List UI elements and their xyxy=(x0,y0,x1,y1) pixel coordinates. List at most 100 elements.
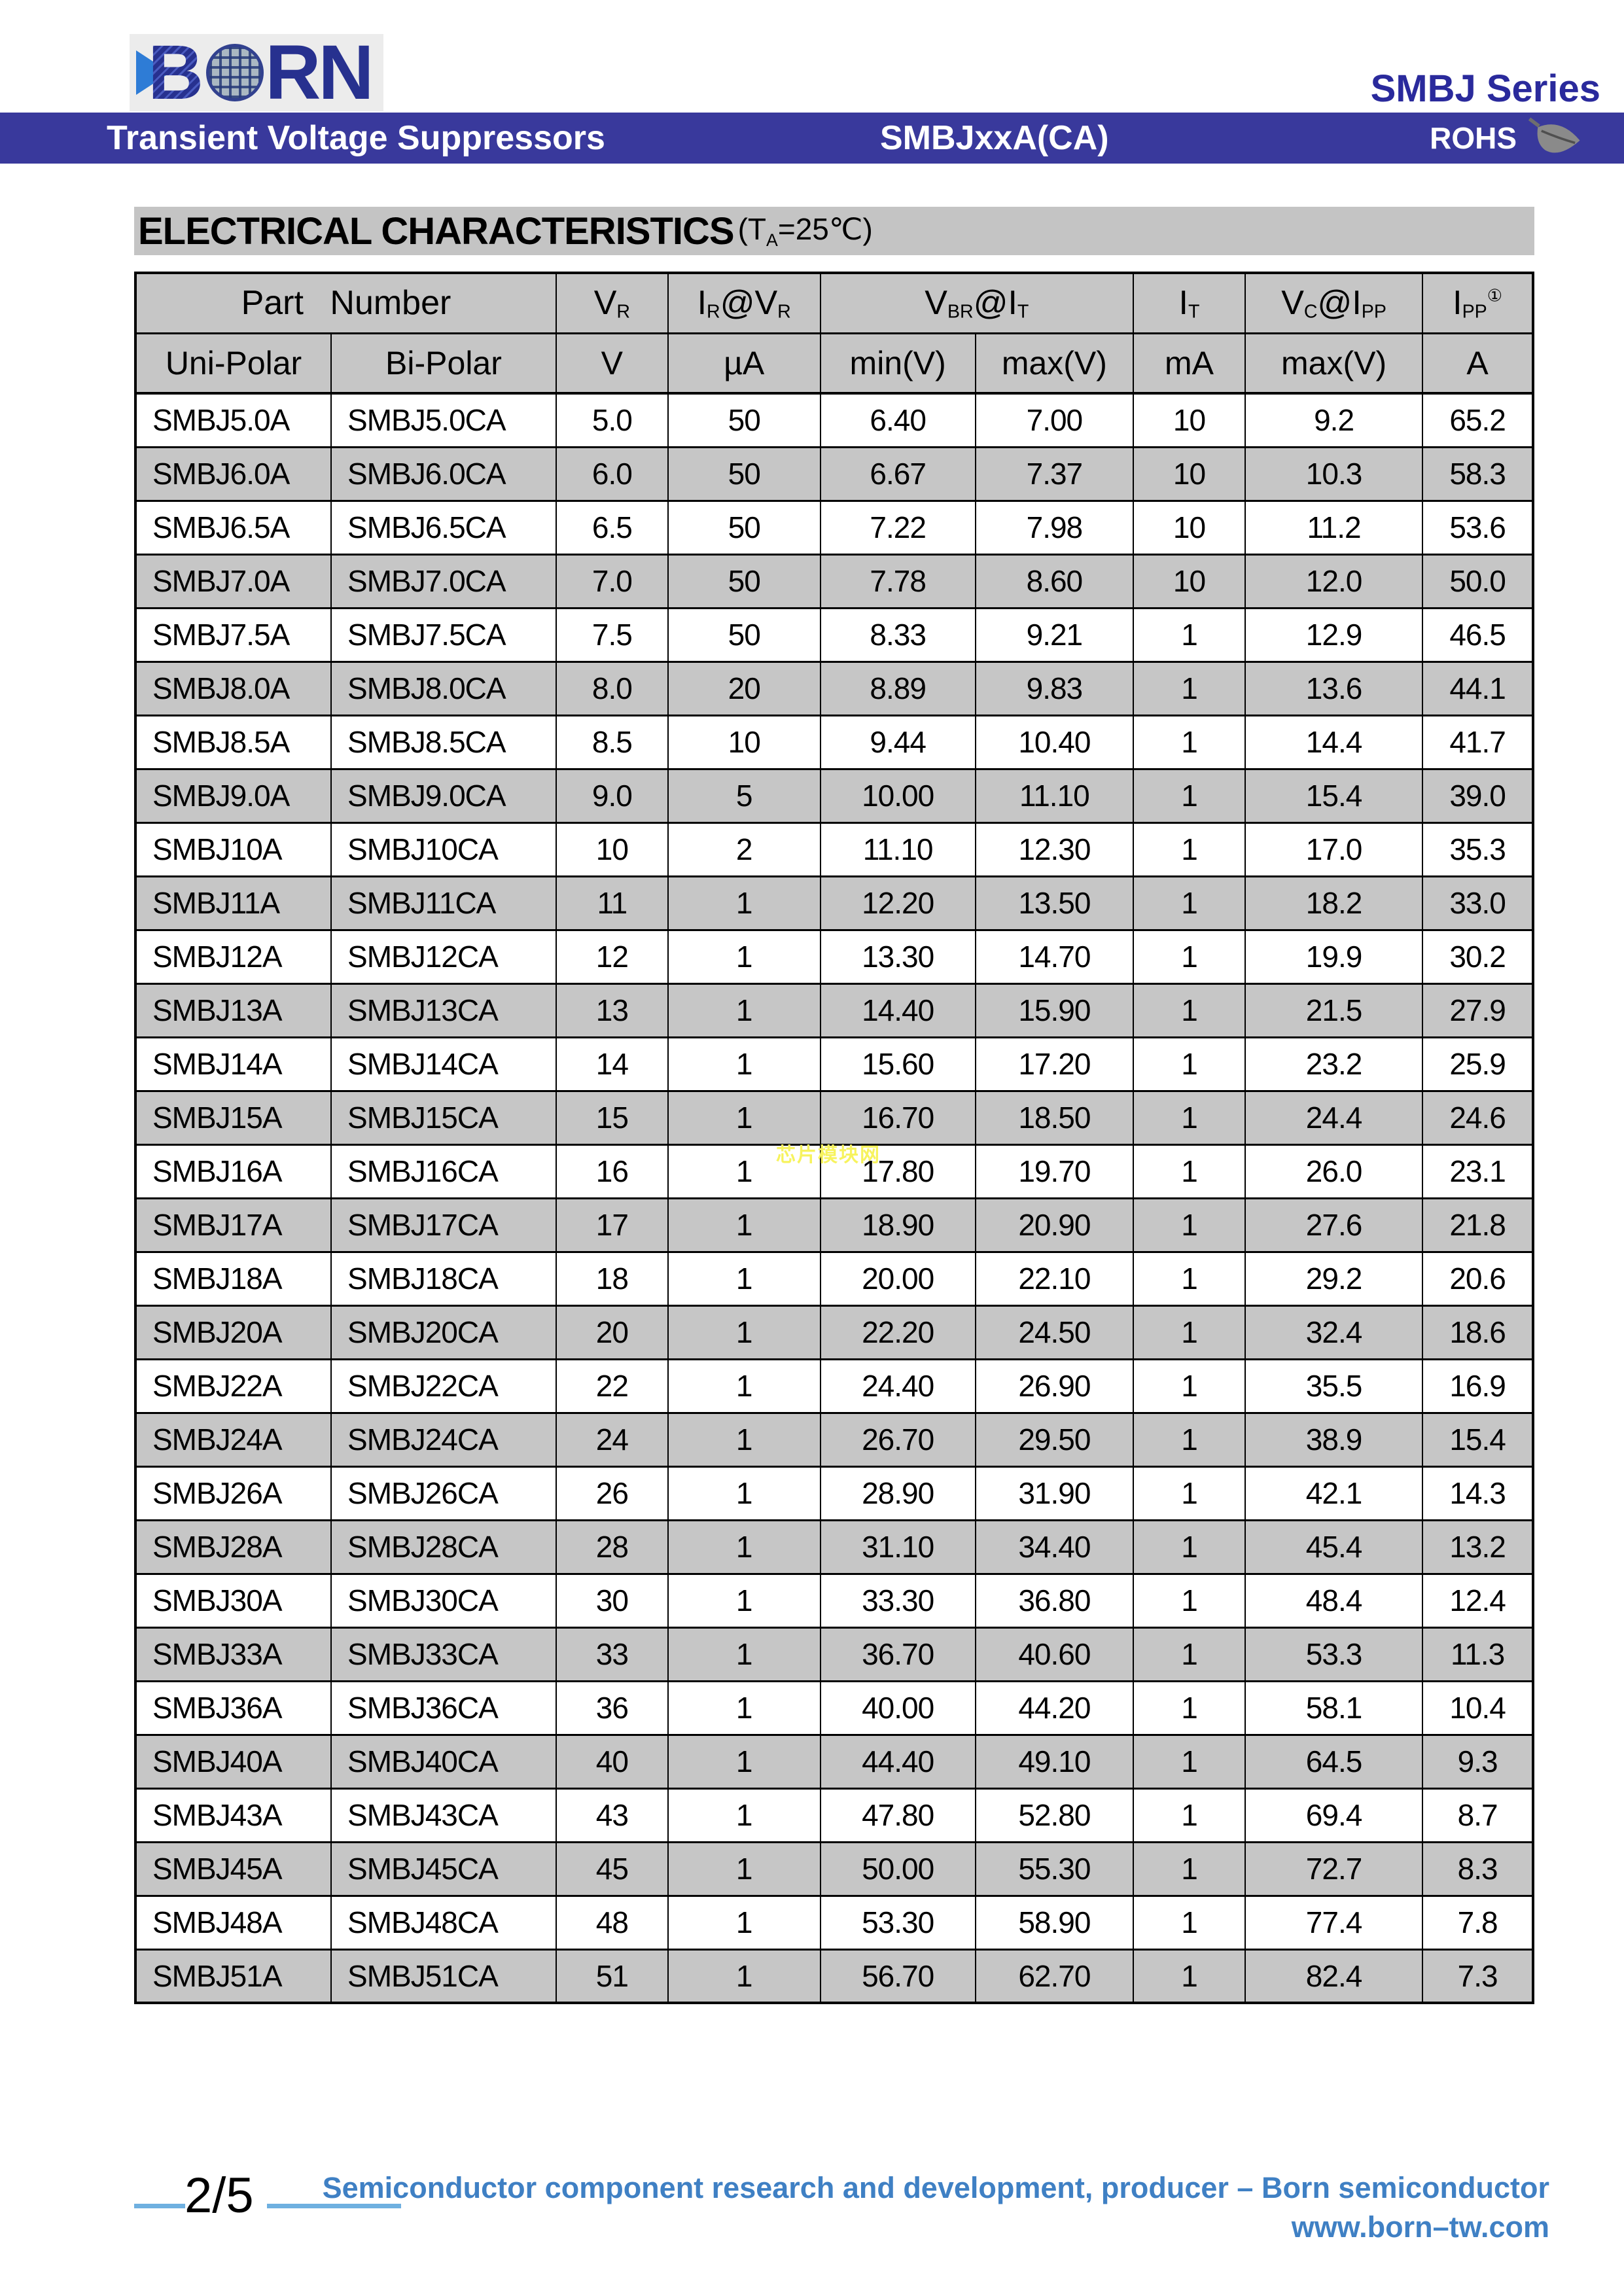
bi-polar-cell: SMBJ6.0CA xyxy=(330,446,557,502)
watermark-text: 芯片模块网 xyxy=(776,1144,881,1166)
value-cell: 50.0 xyxy=(1422,553,1534,609)
value-cell: 11.10 xyxy=(974,768,1135,824)
value-cell: 16.70 xyxy=(819,1089,976,1146)
value-cell: 58.90 xyxy=(974,1894,1135,1951)
uni-polar-cell: SMBJ45A xyxy=(134,1841,332,1897)
value-cell: 1 xyxy=(667,1680,821,1736)
table-row: SMBJ6.0A SMBJ6.0CA 6.0 50 6.67 7.37 10 10.3 58.3 xyxy=(134,446,1534,502)
column-header: Part Number xyxy=(135,272,557,334)
value-cell: 33 xyxy=(555,1626,669,1682)
value-cell: 20 xyxy=(667,660,821,716)
value-cell: 9.83 xyxy=(974,660,1135,716)
value-cell: 1 xyxy=(1133,714,1246,770)
bi-polar-cell: SMBJ7.5CA xyxy=(330,607,557,663)
value-cell: 16.9 xyxy=(1422,1358,1534,1414)
value-cell: 36.70 xyxy=(819,1626,976,1682)
value-cell: 33.30 xyxy=(819,1572,976,1629)
value-cell: 14 xyxy=(555,1036,669,1092)
table-row: SMBJ40A SMBJ40CA 40 1 44.40 49.10 1 64.5 9.3 xyxy=(134,1733,1534,1790)
value-cell: 10 xyxy=(1133,446,1246,502)
value-cell: 1 xyxy=(1133,1733,1246,1790)
value-cell: 12.30 xyxy=(974,821,1135,877)
bi-polar-cell: SMBJ24CA xyxy=(330,1411,557,1468)
bi-polar-cell: SMBJ43CA xyxy=(330,1787,557,1843)
table-row: SMBJ24A SMBJ24CA 24 1 26.70 29.50 1 38.9 15.4 xyxy=(134,1411,1534,1468)
table-row: SMBJ12A SMBJ12CA 12 1 13.30 14.70 1 19.9 30.2 xyxy=(134,928,1534,985)
logo-letters-rn: RN xyxy=(265,29,374,116)
value-cell: 58.1 xyxy=(1244,1680,1424,1736)
value-cell: 50 xyxy=(667,499,821,556)
value-cell: 72.7 xyxy=(1244,1841,1424,1897)
uni-polar-cell: SMBJ12A xyxy=(134,928,332,985)
value-cell: 17 xyxy=(555,1197,669,1253)
value-cell: 10 xyxy=(1133,553,1246,609)
uni-polar-cell: SMBJ6.0A xyxy=(134,446,332,502)
value-cell: 26.70 xyxy=(819,1411,976,1468)
value-cell: 7.8 xyxy=(1422,1894,1534,1951)
value-cell: 1 xyxy=(667,982,821,1038)
table-row: SMBJ6.5A SMBJ6.5CA 6.5 50 7.22 7.98 10 11.2 53.6 xyxy=(134,499,1534,556)
value-cell: 1 xyxy=(667,1894,821,1951)
value-cell: 8.60 xyxy=(974,553,1135,609)
unit-header: min(V) xyxy=(819,332,976,395)
value-cell: 9.44 xyxy=(819,714,976,770)
value-cell: 1 xyxy=(1133,1787,1246,1843)
value-cell: 31.10 xyxy=(819,1519,976,1575)
bi-polar-cell: SMBJ51CA xyxy=(330,1948,557,2004)
footer-line1: Semiconductor component research and dev… xyxy=(322,2171,1549,2204)
value-cell: 64.5 xyxy=(1244,1733,1424,1790)
value-cell: 33.0 xyxy=(1422,875,1534,931)
born-logo: B RN xyxy=(130,34,383,111)
value-cell: 7.22 xyxy=(819,499,976,556)
unit-header: max(V) xyxy=(974,332,1135,395)
value-cell: 31.90 xyxy=(974,1465,1135,1521)
value-cell: 1 xyxy=(667,1411,821,1468)
value-cell: 20.00 xyxy=(819,1250,976,1307)
value-cell: 50 xyxy=(667,553,821,609)
value-cell: 55.30 xyxy=(974,1841,1135,1897)
bi-polar-cell: SMBJ20CA xyxy=(330,1304,557,1360)
table-row: SMBJ36A SMBJ36CA 36 1 40.00 44.20 1 58.1 10.4 xyxy=(134,1680,1534,1736)
logo-triangle-icon xyxy=(136,50,170,95)
table-row: SMBJ48A SMBJ48CA 48 1 53.30 58.90 1 77.4 7.8 xyxy=(134,1894,1534,1951)
value-cell: 26 xyxy=(555,1465,669,1521)
uni-polar-cell: SMBJ8.0A xyxy=(134,660,332,716)
section-title: ELECTRICAL CHARACTERISTICS xyxy=(138,209,735,253)
value-cell: 20.90 xyxy=(974,1197,1135,1253)
value-cell: 50 xyxy=(667,607,821,663)
table-row: SMBJ51A SMBJ51CA 51 1 56.70 62.70 1 82.4 7.3 xyxy=(134,1948,1534,2004)
value-cell: 18 xyxy=(555,1250,669,1307)
value-cell: 18.50 xyxy=(974,1089,1135,1146)
table-row: SMBJ7.0A SMBJ7.0CA 7.0 50 7.78 8.60 10 12.0 50.0 xyxy=(134,553,1534,609)
value-cell: 39.0 xyxy=(1422,768,1534,824)
uni-polar-cell: SMBJ10A xyxy=(134,821,332,877)
uni-polar-cell: SMBJ48A xyxy=(134,1894,332,1951)
value-cell: 25.9 xyxy=(1422,1036,1534,1092)
value-cell: 40.60 xyxy=(974,1626,1135,1682)
bi-polar-cell: SMBJ5.0CA xyxy=(330,392,557,448)
logo-letter-b: B xyxy=(148,29,204,116)
value-cell: 40.00 xyxy=(819,1680,976,1736)
value-cell: 24.50 xyxy=(974,1304,1135,1360)
bi-polar-cell: SMBJ30CA xyxy=(330,1572,557,1629)
value-cell: 13.6 xyxy=(1244,660,1424,716)
footer-rule-left xyxy=(134,2204,185,2208)
value-cell: 17.20 xyxy=(974,1036,1135,1092)
value-cell: 29.2 xyxy=(1244,1250,1424,1307)
value-cell: 18.6 xyxy=(1422,1304,1534,1360)
value-cell: 1 xyxy=(667,1948,821,2004)
value-cell: 1 xyxy=(667,1465,821,1521)
value-cell: 15.4 xyxy=(1422,1411,1534,1468)
value-cell: 44.20 xyxy=(974,1680,1135,1736)
value-cell: 12.4 xyxy=(1422,1572,1534,1629)
table-row: SMBJ22A SMBJ22CA 22 1 24.40 26.90 1 35.5 16.9 xyxy=(134,1358,1534,1414)
table-row: SMBJ30A SMBJ30CA 30 1 33.30 36.80 1 48.4 12.4 xyxy=(134,1572,1534,1629)
column-header: IT xyxy=(1133,272,1246,334)
uni-polar-cell: SMBJ7.5A xyxy=(134,607,332,663)
value-cell: 19.9 xyxy=(1244,928,1424,985)
value-cell: 53.6 xyxy=(1422,499,1534,556)
header-banner: Transient Voltage Suppressors SMBJxxA(CA… xyxy=(0,113,1624,164)
uni-polar-cell: SMBJ7.0A xyxy=(134,553,332,609)
bi-polar-cell: SMBJ8.0CA xyxy=(330,660,557,716)
